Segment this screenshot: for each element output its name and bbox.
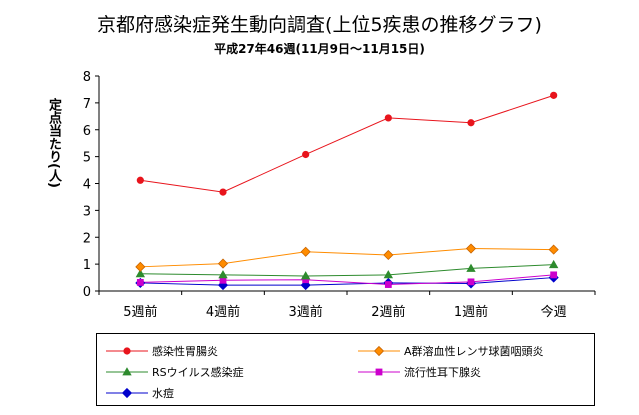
data-point xyxy=(467,278,475,286)
line-chart: 0 1 2 3 4 5 6 7 8 5週前 4週前 3週前 2週前 1週前 今週 xyxy=(83,70,596,320)
data-point xyxy=(550,91,558,99)
y-tick-label: 8 xyxy=(83,70,91,85)
data-point xyxy=(383,270,394,279)
data-point xyxy=(219,188,227,196)
legend-item-0: 感染性胃腸炎 xyxy=(105,342,218,360)
y-tick-label: 0 xyxy=(83,285,91,300)
legend-item-4: 水痘 xyxy=(105,384,174,402)
legend-label-3: 流行性耳下腺炎 xyxy=(404,366,481,379)
legend-swatch-2 xyxy=(106,367,148,376)
series-line xyxy=(140,274,554,286)
data-point xyxy=(218,270,228,279)
x-tick-label: 4週前 xyxy=(206,304,240,320)
data-point xyxy=(384,114,392,122)
legend-swatch-0 xyxy=(106,347,148,355)
data-point xyxy=(465,243,477,254)
legend-marker xyxy=(123,347,131,355)
data-point xyxy=(135,261,146,272)
legend-swatch-4 xyxy=(106,387,148,399)
legend-swatch-1 xyxy=(358,345,400,357)
series-line xyxy=(140,264,554,277)
legend-item-2: RSウイルス感染症 xyxy=(105,363,244,381)
data-point xyxy=(548,259,559,269)
data-point xyxy=(217,258,229,269)
series-line xyxy=(140,248,554,268)
x-tick-label: 2週前 xyxy=(371,304,405,320)
data-point xyxy=(548,244,559,255)
data-point xyxy=(466,263,476,272)
x-tick-label: 5週前 xyxy=(123,304,157,320)
y-tick-label: 5 xyxy=(83,151,91,166)
data-point xyxy=(136,176,144,184)
y-tick-label: 3 xyxy=(83,204,91,219)
series-line xyxy=(140,94,554,193)
y-tick-label: 4 xyxy=(83,178,91,193)
legend-swatch-3 xyxy=(358,368,400,376)
data-point xyxy=(300,271,311,280)
legend-item-1: A群溶血性レンサ球菌咽頭炎 xyxy=(357,342,544,360)
legend-marker xyxy=(122,367,132,376)
data-point xyxy=(136,278,144,286)
data-point xyxy=(383,249,394,261)
chart-title: 京都府感染症発生動向調査(上位5疾患の推移グラフ) xyxy=(97,14,542,36)
x-tick-label: 1週前 xyxy=(454,304,488,320)
legend-label-0: 感染性胃腸炎 xyxy=(152,345,218,358)
chart-subtitle: 平成27年46週(11月9日～11月15日) xyxy=(214,42,425,56)
data-point xyxy=(302,150,310,159)
chart-legend: 感染性胃腸炎 A群溶血性レンサ球菌咽頭炎 RSウイルス感染症 流行性耳下腺炎 水… xyxy=(96,333,595,406)
data-point xyxy=(550,271,558,279)
legend-item-3: 流行性耳下腺炎 xyxy=(357,363,481,381)
legend-marker xyxy=(121,387,133,399)
y-tick-label: 7 xyxy=(83,97,91,112)
legend-marker xyxy=(373,345,385,357)
y-tick-label: 6 xyxy=(83,124,91,139)
data-point xyxy=(135,268,146,278)
data-point xyxy=(467,119,475,127)
legend-label-4: 水痘 xyxy=(152,387,174,400)
legend-label-1: A群溶血性レンサ球菌咽頭炎 xyxy=(404,345,544,358)
series-line xyxy=(140,277,554,286)
y-tick-label: 2 xyxy=(83,231,91,246)
data-point xyxy=(300,246,311,257)
x-tick-label: 今週 xyxy=(541,304,567,320)
y-axis-label: 定点当たり(人) xyxy=(46,98,61,188)
y-tick-label: 1 xyxy=(83,258,91,273)
x-tick-label: 3週前 xyxy=(289,304,323,320)
legend-label-2: RSウイルス感染症 xyxy=(152,366,244,379)
data-point xyxy=(384,281,392,288)
legend-marker xyxy=(375,368,383,376)
